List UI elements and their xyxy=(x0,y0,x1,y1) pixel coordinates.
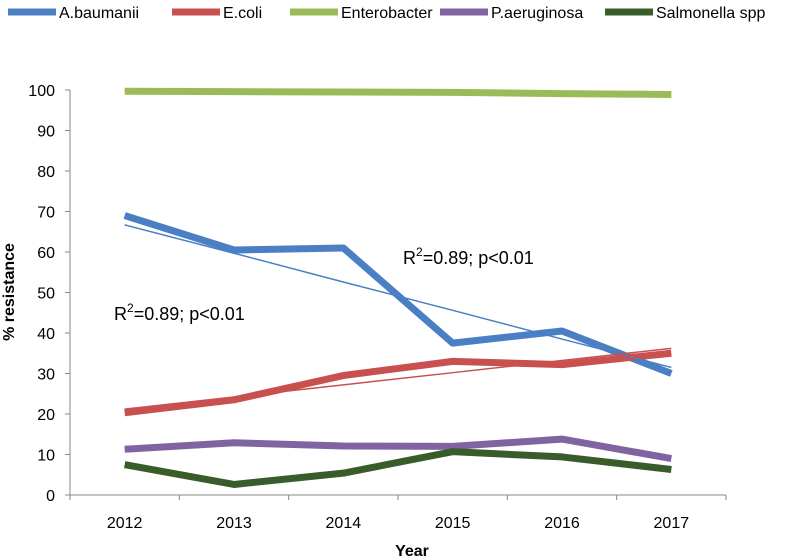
legend-item: A.baumanii xyxy=(8,5,139,22)
series-line-0 xyxy=(123,212,673,377)
trend-line-0 xyxy=(124,224,672,369)
x-axis-ticks: 2012 2013 2014 2015 2016 2017 xyxy=(69,495,727,532)
y-tick-label: 50 xyxy=(37,286,55,303)
legend-label: Enterobacter xyxy=(341,5,433,22)
r-squared-annotation: R2=0.89; p<0.01 xyxy=(403,245,534,268)
y-axis-ticks: 0 10 20 30 40 50 60 70 80 90 100 xyxy=(28,83,70,505)
y-tick-label: 100 xyxy=(28,83,55,100)
annotation-superscript: 2 xyxy=(416,245,423,259)
trend-line-1 xyxy=(124,347,672,410)
annotation-base: R xyxy=(114,304,127,324)
y-tick-label: 80 xyxy=(37,164,55,181)
y-tick-label: 20 xyxy=(37,407,55,424)
legend: A.baumanii E.coli Enterobacter P.aeruginosa… xyxy=(8,5,766,22)
series-line-3 xyxy=(124,435,672,462)
legend-item: P.aeruginosa xyxy=(440,5,583,22)
annotation-base: R xyxy=(403,248,416,268)
y-tick-label: 30 xyxy=(37,367,55,384)
trend-lines xyxy=(124,224,672,410)
y-tick-label: 60 xyxy=(37,245,55,262)
y-axis-title: % resistance xyxy=(1,243,18,341)
legend-item: Enterobacter xyxy=(290,5,433,22)
series-line-4 xyxy=(124,448,672,488)
legend-item: E.coli xyxy=(172,5,262,22)
x-tick-label: 2014 xyxy=(326,515,362,532)
annotation-superscript: 2 xyxy=(127,301,134,315)
annotation-text: =0.89; p<0.01 xyxy=(134,304,245,324)
annotation-text: =0.89; p<0.01 xyxy=(423,248,534,268)
y-tick-label: 40 xyxy=(37,326,55,343)
legend-item: Salmonella spp xyxy=(605,5,766,22)
x-axis-title: Year xyxy=(395,543,429,559)
x-tick-label: 2012 xyxy=(107,515,143,532)
series-line-2 xyxy=(124,87,672,98)
x-tick-label: 2016 xyxy=(544,515,580,532)
legend-label: E.coli xyxy=(223,5,262,22)
series-line-1 xyxy=(124,349,672,417)
x-tick-label: 2013 xyxy=(216,515,252,532)
x-tick-label: 2017 xyxy=(654,515,690,532)
r-squared-annotation: R2=0.89; p<0.01 xyxy=(114,301,245,324)
legend-label: Salmonella spp xyxy=(656,5,766,22)
y-tick-label: 10 xyxy=(37,448,55,465)
legend-label: P.aeruginosa xyxy=(491,5,583,22)
y-tick-label: 90 xyxy=(37,124,55,141)
legend-label: A.baumanii xyxy=(59,5,139,22)
y-tick-label: 0 xyxy=(46,488,55,505)
y-tick-label: 70 xyxy=(37,205,55,222)
x-tick-label: 2015 xyxy=(435,515,471,532)
series-lines xyxy=(123,87,673,488)
